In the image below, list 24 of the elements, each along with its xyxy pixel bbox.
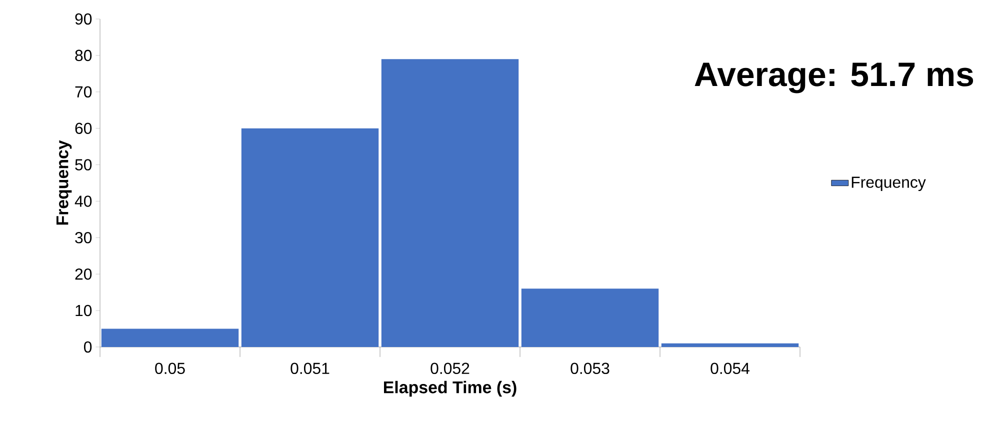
bar <box>101 328 239 347</box>
y-tick-label: 30 <box>75 232 92 244</box>
bar <box>241 128 379 347</box>
y-tick-label: 10 <box>76 304 92 316</box>
y-tick-label: 60 <box>75 122 92 134</box>
y-tick-label: 40 <box>74 196 92 207</box>
legend-label: Frequency <box>852 176 926 192</box>
x-tick-label: 0.054 <box>710 362 750 374</box>
y-tick-label: 80 <box>75 50 92 62</box>
y-tick-label: 20 <box>75 268 92 280</box>
x-tick-label: 0.053 <box>570 362 610 374</box>
x-axis-title: Elapsed Time (s) <box>384 380 516 397</box>
bar <box>521 288 659 347</box>
y-tick-label: 90 <box>75 13 92 25</box>
y-tick-label: 70 <box>75 86 92 98</box>
y-axis-title: Frequency <box>56 140 72 225</box>
bar <box>381 59 519 347</box>
bar <box>661 343 799 347</box>
y-tick-label: 0 <box>84 341 92 353</box>
x-tick-label: 0.05 <box>155 362 185 374</box>
x-tick-label: 0.052 <box>430 362 470 374</box>
y-tick-label: 50 <box>75 159 92 170</box>
annotation: Average: 51.7 ms <box>694 62 974 94</box>
x-tick-label: 0.051 <box>290 362 330 374</box>
